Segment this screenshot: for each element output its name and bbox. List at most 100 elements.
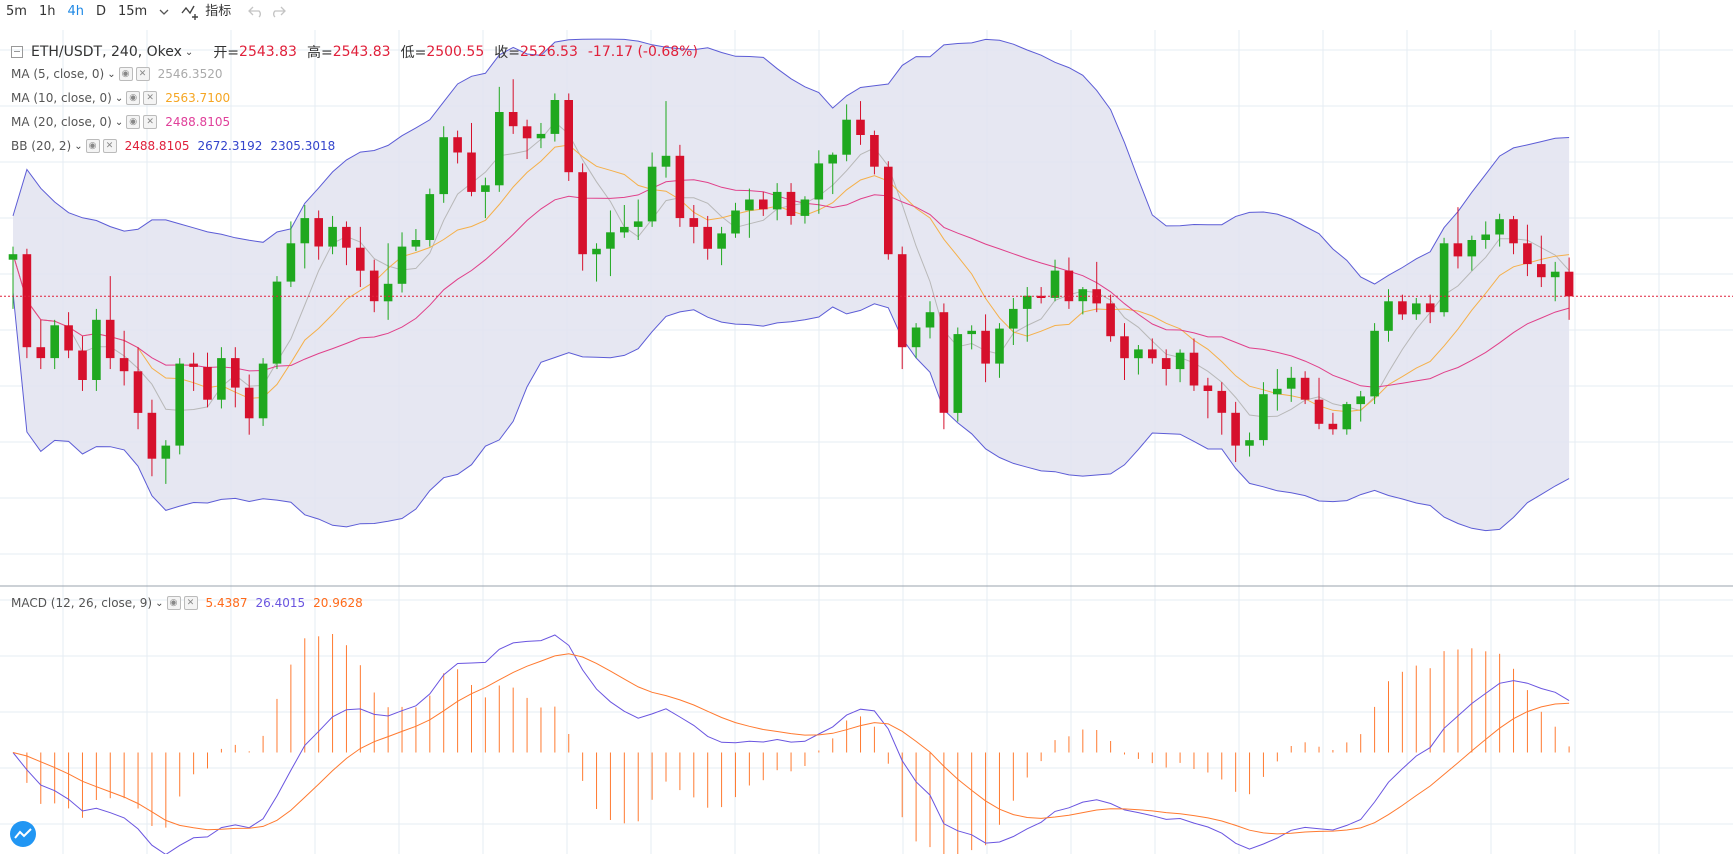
candle-down [1148,349,1157,359]
candle-down [119,358,129,372]
collapse-legend-button[interactable] [11,46,23,58]
ma5-value: 2546.3520 [157,67,223,81]
candle-up [481,185,490,192]
macd-legend-name[interactable]: MACD (12, 26, close, 9) [11,596,153,610]
bb-legend: BB (20, 2) ⌄ ◉ ✕ 2488.8105 2672.3192 2305.… [11,139,335,153]
candle-down [1161,358,1171,369]
candle-up [272,281,282,364]
eye-icon[interactable]: ◉ [118,67,133,81]
indicators-icon [181,5,199,20]
symbol-legend: ETH/USDT, 240, Okex ⌄ 开= 2543.83 高= 2543… [11,42,708,62]
candle-down [1425,303,1435,313]
chevron-down-icon[interactable]: ⌄ [107,68,116,80]
candle-down [1217,390,1227,413]
close-label: 收= [494,45,520,61]
interval-dropdown-chevron-icon[interactable] [153,0,175,24]
close-icon[interactable]: ✕ [183,596,198,610]
candle-down [1231,412,1240,446]
candle-up [1050,270,1060,298]
candle-down [759,199,768,210]
close-icon[interactable]: ✕ [143,91,158,105]
ma20-legend-name[interactable]: MA (20, close, 0) [11,115,112,129]
bb-lower-value: 2305.3018 [270,139,336,153]
candle-up [731,210,740,234]
candle-down [522,126,532,139]
close-icon[interactable]: ✕ [143,115,158,129]
macd-signal-line [12,653,1570,835]
ma20-value: 2488.8105 [165,115,231,129]
candle-up [495,112,504,186]
candle-down [564,100,573,173]
interval-1h-button[interactable]: 1h [38,4,56,19]
bb-fill [13,39,1570,531]
candle-up [161,445,171,459]
candle-down [189,363,198,367]
candle-up [911,327,921,348]
candle-up [1009,308,1018,329]
candle-down [884,166,893,255]
candle-down [356,247,365,271]
candle-down [244,387,254,419]
interval-15m-button[interactable]: 15m [117,4,148,19]
ma5-legend-name[interactable]: MA (5, close, 0) [11,67,105,81]
candle-down [467,152,476,192]
candle-up [1370,330,1379,397]
low-label: 低= [400,45,427,61]
undo-icon[interactable] [245,0,267,24]
symbol-chevron-down-icon[interactable]: ⌄ [184,46,194,58]
bb-legend-name[interactable]: BB (20, 2) [11,139,72,153]
candle-up [953,334,963,413]
bb-upper-value: 2672.3192 [197,139,263,153]
eye-icon[interactable]: ◉ [166,596,181,610]
symbol-title[interactable]: ETH/USDT, 240, Okex [31,44,182,60]
redo-icon[interactable] [267,0,289,24]
candle-up [1175,352,1185,370]
eye-icon[interactable]: ◉ [85,139,100,153]
candle-down [1564,271,1574,297]
candle-up [328,226,337,247]
candle-down [870,135,879,167]
candle-up [439,137,448,195]
ma10-legend-name[interactable]: MA (10, close, 0) [11,91,112,105]
interval-5m-button[interactable]: 5m [6,4,27,19]
indicators-button[interactable]: 指标 [175,0,237,24]
price-chart[interactable] [0,30,1733,854]
bb-mid-value: 2488.8105 [124,139,190,153]
close-icon[interactable]: ✕ [135,67,150,81]
eye-icon[interactable]: ◉ [126,115,141,129]
top-toolbar: 5m 1h 4h D 15m 指标 [0,0,1733,24]
chevron-down-icon[interactable]: ⌄ [155,597,164,609]
candle-down [689,218,699,227]
candle-down [64,325,73,351]
candle-up [1245,440,1254,446]
chevron-down-icon[interactable]: ⌄ [74,140,83,152]
macd-signal-value: 20.9628 [313,596,363,610]
close-icon[interactable]: ✕ [102,139,117,153]
candle-up [1481,234,1490,240]
high-label: 高= [306,45,333,61]
candle-up [397,246,407,284]
candle-down [36,347,46,359]
candle-up [1078,289,1088,302]
open-label: 开= [213,45,240,61]
low-value: 2500.55 [426,44,485,60]
ma5-legend: MA (5, close, 0) ⌄ ◉ ✕ 2546.3520 [11,67,222,81]
candle-up [536,133,546,139]
candle-down [578,172,587,255]
candle-down [508,112,518,127]
candle-up [8,254,18,260]
candle-down [1064,270,1074,302]
candle-up [286,243,296,282]
eye-icon[interactable]: ◉ [126,91,141,105]
candle-down [369,270,379,302]
candle-down [1537,264,1546,278]
candle-up [425,194,435,240]
interval-4h-button[interactable]: 4h [67,4,84,19]
candle-up [814,163,824,200]
chevron-down-icon[interactable]: ⌄ [114,92,124,104]
interval-d-button[interactable]: D [95,4,106,19]
chevron-down-icon[interactable]: ⌄ [114,116,124,128]
tradingview-logo-icon[interactable] [10,821,36,847]
macd-hist-value: 5.4387 [205,596,248,610]
candle-up [50,325,59,359]
